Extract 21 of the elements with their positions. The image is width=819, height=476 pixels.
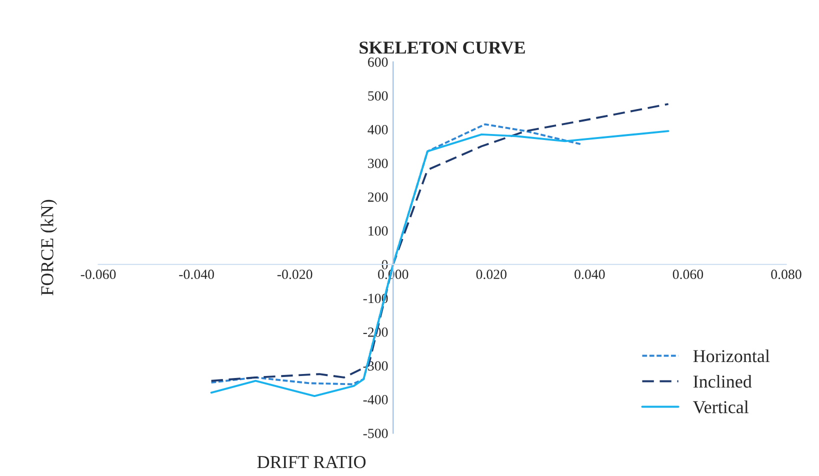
x-tick-label: -0.020 (277, 270, 312, 280)
y-tick-label: 500 (368, 91, 388, 101)
y-tick-label: 200 (368, 192, 388, 202)
y-axis-title: FORCE (kN) (40, 200, 57, 296)
y-tick-label: 600 (368, 57, 388, 67)
x-tick-label: -0.060 (80, 270, 116, 280)
x-tick-label: 0.040 (574, 270, 605, 280)
y-tick-label: 400 (368, 124, 388, 134)
x-axis-title: DRIFT RATIO (257, 456, 366, 468)
x-tick-label: 0.060 (672, 270, 704, 280)
x-tick-label: -0.040 (179, 270, 214, 280)
y-tick-label: 300 (368, 158, 388, 168)
y-tick-label: -500 (363, 428, 388, 438)
x-tick-label: 0.080 (771, 270, 802, 280)
x-tick-label: 0.020 (476, 270, 506, 280)
legend-label: Horizontal (693, 350, 770, 362)
legend-label: Inclined (693, 375, 752, 388)
y-tick-label: 100 (368, 226, 388, 236)
y-tick-label: -400 (363, 394, 388, 404)
chart-title: SKELETON CURVE (360, 42, 525, 54)
legend-label: Vertical (692, 400, 749, 414)
